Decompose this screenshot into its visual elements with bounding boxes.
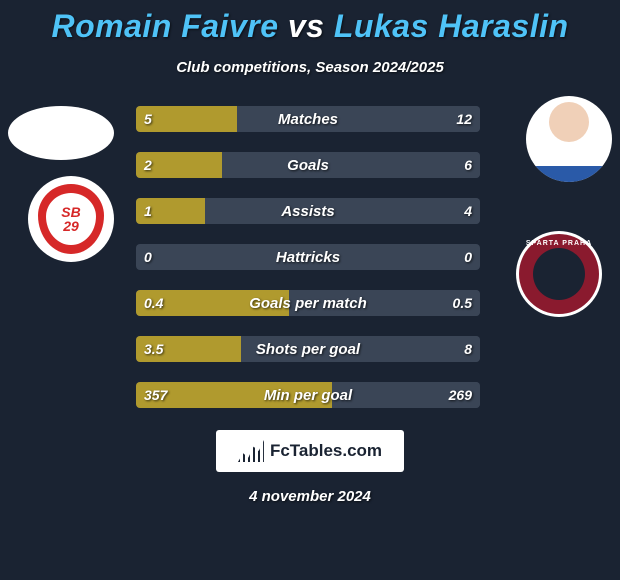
stat-label: Min per goal <box>136 382 480 408</box>
stat-row: 00Hattricks <box>136 244 480 270</box>
player2-avatar <box>526 96 612 182</box>
stat-label: Shots per goal <box>136 336 480 362</box>
stat-row: 357269Min per goal <box>136 382 480 408</box>
stat-row: 512Matches <box>136 106 480 132</box>
club-ring-icon: SPARTA PRAHA <box>519 234 599 314</box>
chart-area: SB 29 SPARTA PRAHA 512Matches 26Goals 14As… <box>0 106 620 408</box>
club-shield-text: SB 29 <box>46 193 96 245</box>
stat-bars: 512Matches 26Goals 14Assists 00Hattricks 0.4… <box>136 106 480 408</box>
club-ring-text: SPARTA PRAHA <box>526 240 592 247</box>
player1-club-badge: SB 29 <box>28 176 114 262</box>
season-subtitle: Club competitions, Season 2024/2025 <box>0 59 620 76</box>
club-shield-icon: SB 29 <box>38 184 104 254</box>
comparison-title: Romain Faivre vs Lukas Haraslin <box>0 0 620 45</box>
stat-row: 26Goals <box>136 152 480 178</box>
player2-name: Lukas Haraslin <box>334 8 569 44</box>
brand-chart-icon <box>238 440 264 462</box>
stat-label: Goals per match <box>136 290 480 316</box>
snapshot-date: 4 november 2024 <box>0 488 620 505</box>
stat-label: Hattricks <box>136 244 480 270</box>
brand-badge[interactable]: FcTables.com <box>216 430 404 472</box>
stat-row: 3.58Shots per goal <box>136 336 480 362</box>
player2-head-icon <box>549 102 589 142</box>
stat-label: Matches <box>136 106 480 132</box>
brand-text: FcTables.com <box>270 441 382 461</box>
stat-label: Assists <box>136 198 480 224</box>
player2-shirt-icon <box>534 136 604 182</box>
player2-club-badge: SPARTA PRAHA <box>516 231 602 317</box>
player1-avatar <box>8 106 114 160</box>
stat-row: 0.40.5Goals per match <box>136 290 480 316</box>
club-shield-line1: SB <box>61 205 80 219</box>
vs-label: vs <box>288 8 325 44</box>
club-shield-line2: 29 <box>63 219 79 233</box>
player1-name: Romain Faivre <box>51 8 278 44</box>
stat-label: Goals <box>136 152 480 178</box>
stat-row: 14Assists <box>136 198 480 224</box>
